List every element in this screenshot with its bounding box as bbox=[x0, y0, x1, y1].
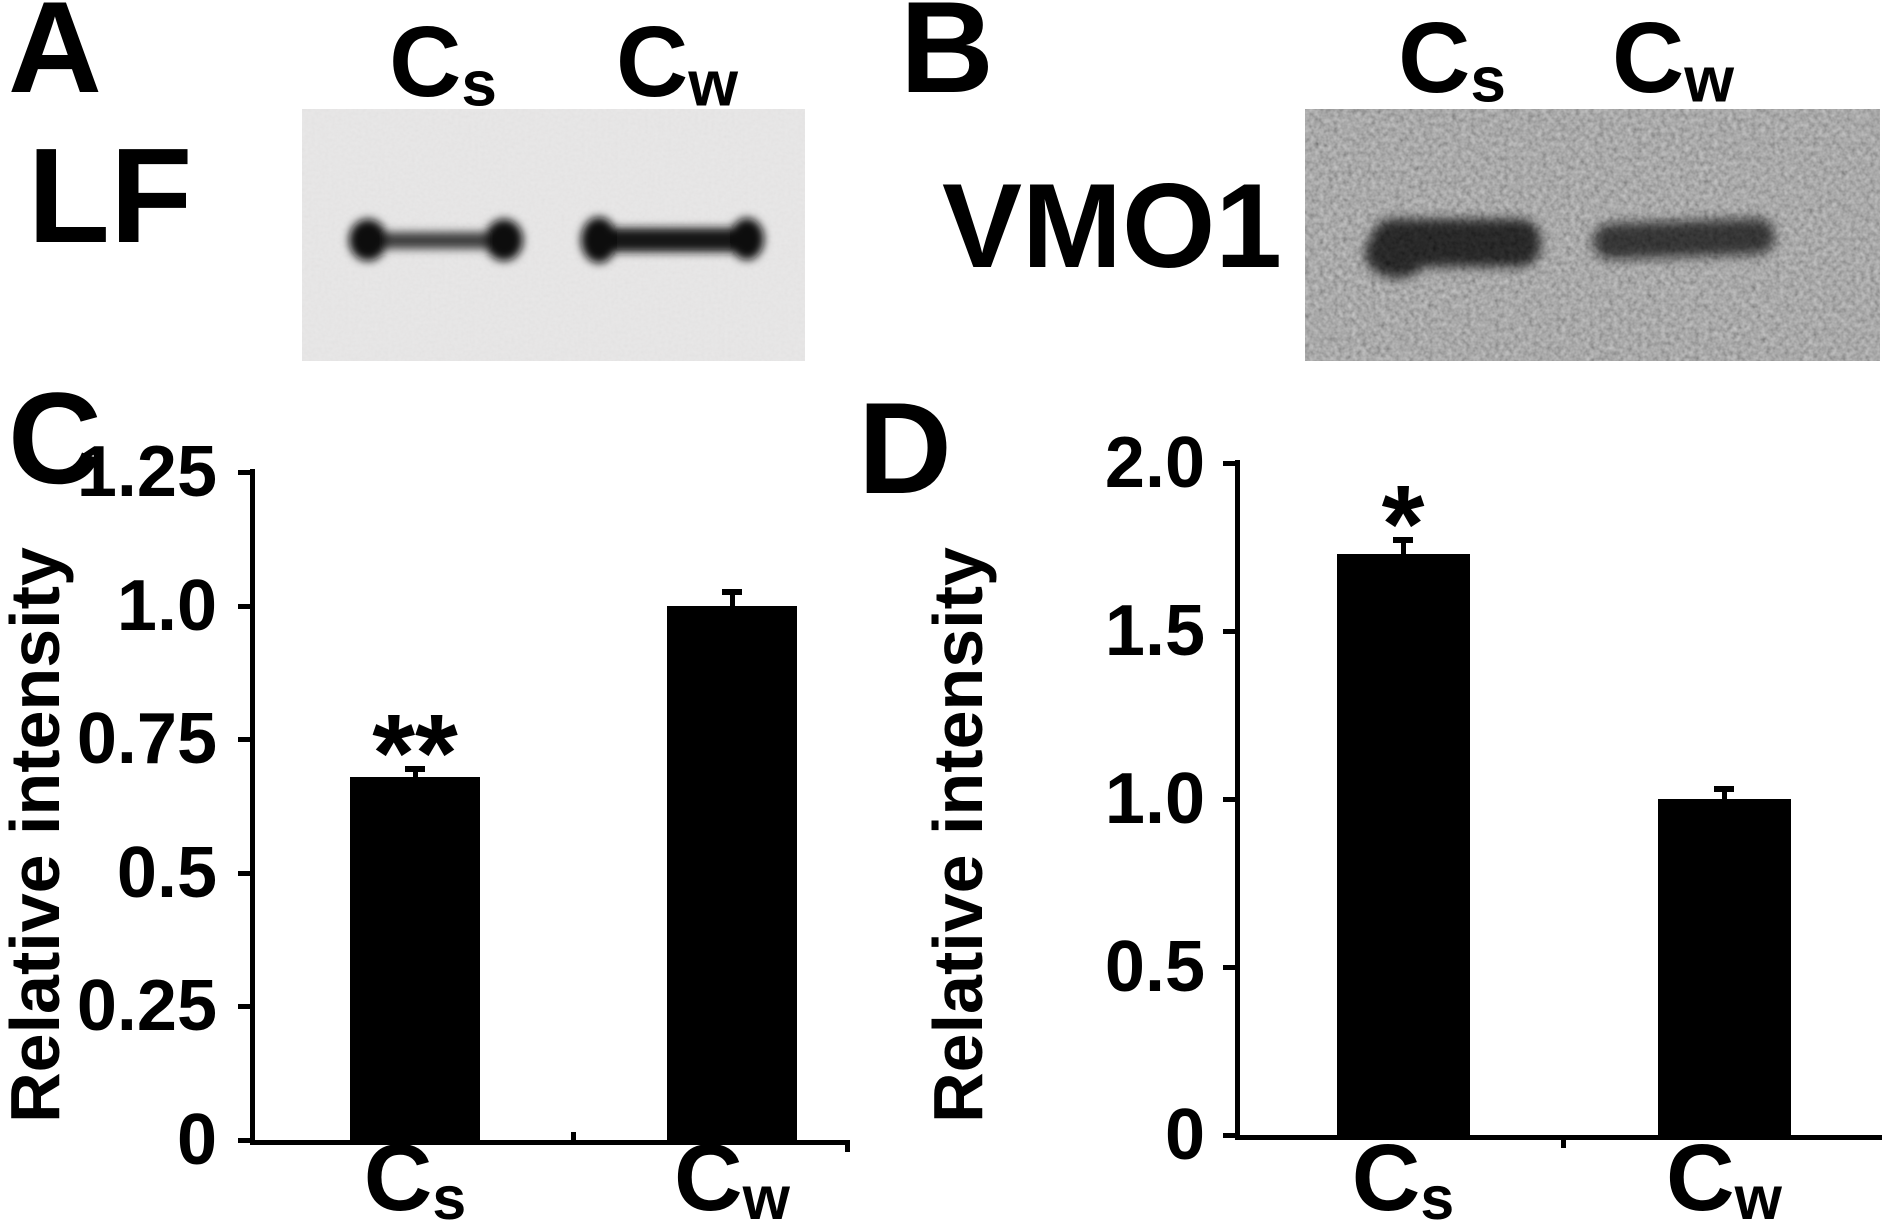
y-tick-label-D-0: 0 bbox=[1164, 1095, 1205, 1175]
y-tick-label-C-1.0: 1.0 bbox=[116, 565, 217, 646]
x-category-label-D-Cw: Cw bbox=[1666, 1131, 1782, 1224]
western-blot-vmo1-image bbox=[1305, 109, 1880, 361]
y-axis-C bbox=[250, 469, 255, 1145]
x-category-sub: s bbox=[432, 1164, 467, 1224]
y-tick-D-1.5 bbox=[1223, 629, 1235, 634]
x-category-main: C bbox=[1666, 1125, 1735, 1224]
panel-b-label: B bbox=[900, 0, 994, 120]
blot-vmo1-svg bbox=[1305, 109, 1880, 361]
bar-C-Cw bbox=[667, 605, 797, 1140]
y-tick-C-0.25 bbox=[238, 1004, 250, 1010]
lane-cs-main: C bbox=[1398, 2, 1471, 114]
y-tick-label-C-0: 0 bbox=[176, 1100, 217, 1180]
y-tick-label-D-0.5: 0.5 bbox=[1104, 927, 1205, 1007]
x-category-main: C bbox=[363, 1125, 433, 1224]
x-category-main: C bbox=[1351, 1125, 1421, 1224]
y-tick-D-1.0 bbox=[1223, 797, 1235, 802]
y-tick-C-1.0 bbox=[238, 603, 250, 609]
lane-cs-sub: s bbox=[461, 47, 497, 120]
error-bar-cap-D-Cs bbox=[1393, 537, 1413, 544]
error-bar-cap-D-Cw bbox=[1714, 785, 1734, 792]
bar-C-Cs bbox=[350, 776, 480, 1140]
y-tick-label-D-2.0: 2.0 bbox=[1104, 423, 1205, 503]
western-blot-lf-image bbox=[302, 109, 805, 361]
protein-label-vmo1: VMO1 bbox=[941, 159, 1283, 293]
baseline-end-tick-C bbox=[845, 1140, 850, 1152]
lane-cw-sub: w bbox=[1684, 43, 1734, 116]
y-axis-title-D: Relative intensity bbox=[919, 547, 997, 1123]
panel-b-lane-label-cs: Cs bbox=[1398, 8, 1506, 112]
error-bar-stem-D-Cs bbox=[1401, 540, 1406, 564]
y-tick-D-0 bbox=[1223, 1133, 1235, 1138]
y-tick-label-D-1.5: 1.5 bbox=[1104, 591, 1205, 671]
panel-a-lane-label-cs: Cs bbox=[389, 12, 497, 116]
lane-cw-main: C bbox=[1612, 2, 1685, 114]
y-tick-C-0.75 bbox=[238, 737, 250, 743]
error-bar-stem-C-Cs bbox=[413, 768, 418, 787]
x-category-label-C-Cw: Cw bbox=[674, 1131, 790, 1224]
significance-marker-C-Cs: ** bbox=[372, 691, 458, 815]
blot-lf-svg bbox=[302, 109, 805, 361]
panel-c-label: C bbox=[8, 365, 102, 511]
baseline-mid-tick-C bbox=[571, 1132, 576, 1140]
y-tick-label-D-1.0: 1.0 bbox=[1104, 759, 1205, 839]
blot-vmo1-noise-overlay bbox=[1305, 109, 1880, 361]
x-axis-D bbox=[1235, 1135, 1882, 1140]
y-tick-label-C-0.5: 0.5 bbox=[116, 832, 217, 913]
y-tick-D-2.0 bbox=[1223, 461, 1235, 466]
protein-label-lf: LF bbox=[27, 120, 193, 271]
bar-D-Cw bbox=[1657, 799, 1791, 1135]
x-category-main: C bbox=[674, 1125, 743, 1224]
x-category-label-C-Cs: Cs bbox=[364, 1131, 466, 1224]
error-bar-stem-C-Cw bbox=[730, 592, 735, 616]
y-axis-D bbox=[1235, 460, 1240, 1140]
blot-lf-band-cs bbox=[349, 219, 523, 261]
error-bar-stem-D-Cw bbox=[1722, 788, 1727, 809]
lane-cw-sub: w bbox=[688, 47, 738, 120]
error-bar-cap-C-Cw bbox=[722, 589, 742, 596]
y-tick-label-C-0.25: 0.25 bbox=[76, 966, 217, 1047]
panel-a-lane-label-cw: Cw bbox=[616, 12, 738, 116]
y-tick-C-1.25 bbox=[238, 470, 250, 475]
x-category-sub: w bbox=[742, 1164, 790, 1224]
x-category-sub: w bbox=[1734, 1164, 1782, 1224]
panel-b-lane-label-cw: Cw bbox=[1612, 8, 1734, 112]
panel-a-label: A bbox=[8, 0, 102, 120]
x-category-label-D-Cs: Cs bbox=[1352, 1131, 1454, 1224]
x-category-sub: s bbox=[1420, 1164, 1455, 1224]
lane-cs-main: C bbox=[389, 6, 462, 118]
y-tick-D-0.5 bbox=[1223, 965, 1235, 970]
lane-cw-main: C bbox=[616, 6, 689, 118]
lane-cs-sub: s bbox=[1470, 43, 1506, 116]
y-tick-C-0 bbox=[238, 1138, 250, 1143]
significance-marker-D-Cs: * bbox=[1381, 463, 1425, 587]
x-axis-C bbox=[250, 1140, 848, 1145]
y-tick-label-C-1.25: 1.25 bbox=[76, 432, 217, 512]
y-tick-label-C-0.75: 0.75 bbox=[76, 699, 217, 780]
panel-d-label: D bbox=[858, 375, 952, 521]
blot-lf-band-cw bbox=[581, 217, 764, 263]
y-tick-C-0.5 bbox=[238, 870, 250, 876]
baseline-mid-tick-D bbox=[1561, 1135, 1566, 1148]
error-bar-cap-C-Cs bbox=[405, 765, 425, 772]
bar-D-Cs bbox=[1336, 553, 1470, 1135]
